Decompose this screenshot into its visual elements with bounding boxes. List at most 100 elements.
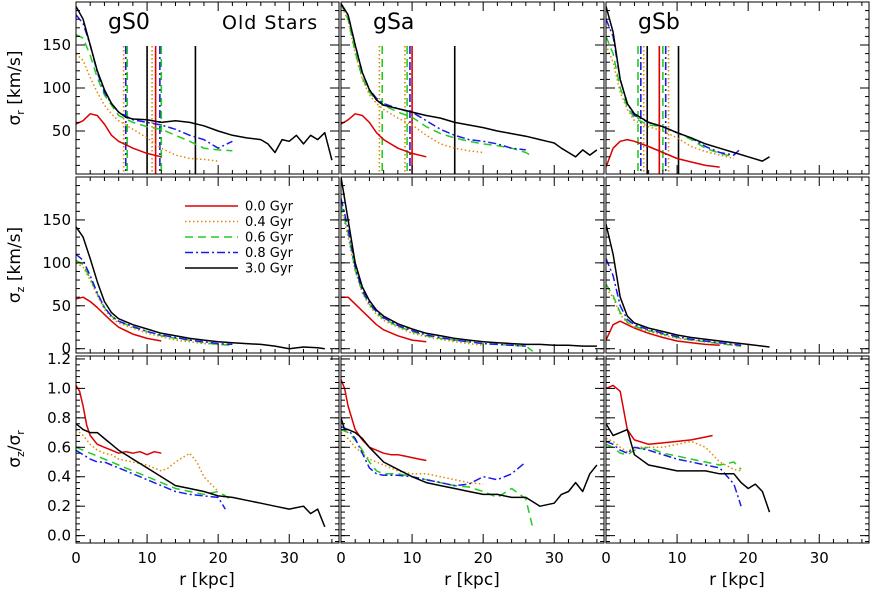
series-line-0-6-Gyr: [341, 204, 534, 352]
series-line-0-4-Gyr: [76, 53, 219, 162]
legend-label: 0.6 Gyr: [245, 231, 294, 246]
y-tick-label: 50: [52, 297, 71, 315]
x-tick-label: 10: [668, 549, 687, 567]
y-tick-label: 0: [61, 340, 71, 358]
series-line-0-4-Gyr: [76, 429, 219, 493]
plot-area: [606, 384, 771, 513]
series-line-0-8-Gyr: [341, 198, 526, 347]
series-line-3-0-Gyr: [606, 423, 771, 513]
y-tick-label: 0.4: [47, 468, 71, 486]
y-tick-label: 150: [42, 36, 71, 54]
y-tick-label: 0.6: [47, 438, 71, 456]
y-tick-label: 1.0: [47, 379, 71, 397]
x-axis-label: r [kpc]: [709, 570, 765, 590]
panel-frame: [340, 176, 605, 354]
panel-frame: [340, 355, 605, 544]
plot-area: [606, 6, 770, 174]
x-tick-label: 0: [601, 549, 611, 567]
series-line-0-0-Gyr: [341, 379, 427, 462]
series-line-0-0-Gyr: [341, 296, 427, 343]
panel-gSb-row1: gSb: [605, 1, 870, 175]
plot-area: [76, 385, 326, 528]
x-tick-label: 10: [403, 549, 422, 567]
plot-area: [341, 379, 598, 529]
legend-label: 0.4 Gyr: [245, 215, 294, 230]
y-tick-label: 150: [42, 211, 71, 229]
y-tick-label: 50: [52, 122, 71, 140]
series-line-0-6-Gyr: [606, 283, 742, 347]
y-axis-label-unit: [km/s]: [5, 51, 25, 111]
panel-gSa-row2: [340, 176, 605, 354]
series-line-0-6-Gyr: [341, 3, 534, 158]
panel-gSb-row2: [605, 176, 870, 354]
series-line-0-0-Gyr: [606, 138, 720, 168]
series-line-0-6-Gyr: [606, 443, 742, 470]
panel-frame: [605, 355, 870, 544]
series-line-0-6-Gyr: [76, 446, 233, 501]
series-line-0-8-Gyr: [606, 440, 742, 507]
series-line-0-6-Gyr: [341, 428, 534, 529]
panel-gS0-row2: 0 50 100 150: [42, 176, 340, 358]
legend-item: 0.6 Gyr: [185, 231, 294, 246]
panel-gS0-row1: 50 100 150 gS0: [42, 1, 340, 175]
series-line-3-0-Gyr: [606, 224, 770, 348]
plot-area: [341, 3, 598, 174]
series-line-3-0-Gyr: [341, 417, 598, 507]
x-tick-label: 20: [209, 549, 228, 567]
panel-gSa-row3: 0 10 20 30: [336, 355, 605, 567]
series-line-3-0-Gyr: [606, 6, 770, 162]
panel-frame: [75, 176, 340, 354]
panel-gS0-row3: 0 10 20 30 0.0 0.2 0.4 0.6 0.8 1.0 1.2: [47, 350, 340, 567]
series-line-0-4-Gyr: [606, 288, 742, 347]
series-line-0-8-Gyr: [341, 3, 526, 151]
plot-area: [76, 5, 333, 174]
panel-frame: [605, 176, 870, 354]
y-axis-label-symbol: σ: [5, 114, 25, 125]
y-tick-label: 100: [42, 79, 71, 97]
legend-item: 0.8 Gyr: [185, 246, 294, 261]
y-axis-label-subscript: z: [14, 451, 27, 457]
series-line-0-6-Gyr: [76, 34, 233, 152]
series-line-0-0-Gyr: [606, 384, 713, 446]
y-axis-label: σz/σr: [5, 430, 27, 468]
legend-label: 3.0 Gyr: [245, 262, 294, 277]
y-tick-label: 1.2: [47, 350, 71, 368]
series-line-0-8-Gyr: [76, 449, 226, 510]
series-line-0-8-Gyr: [341, 426, 527, 487]
plot-area: [76, 226, 325, 350]
panel-title: gSb: [638, 10, 680, 35]
legend-item: 0.0 Gyr: [185, 200, 294, 215]
series-line-0-6-Gyr: [606, 36, 735, 158]
y-axis-label-subscript: z: [14, 286, 27, 292]
x-tick-label: 10: [138, 549, 157, 567]
series-line-0-0-Gyr: [76, 113, 162, 158]
series-line-0-4-Gyr: [606, 44, 735, 160]
y-axis-label-symbol: σ: [5, 457, 25, 468]
series-line-0-0-Gyr: [341, 113, 427, 158]
x-axis-label: r [kpc]: [444, 570, 500, 590]
series-line-0-8-Gyr: [606, 258, 742, 347]
series-line-3-0-Gyr: [341, 177, 597, 347]
series-line-3-0-Gyr: [341, 3, 598, 158]
x-tick-label: 0: [336, 549, 346, 567]
series-line-0-8-Gyr: [76, 253, 233, 346]
y-axis-label-ratio: /σ: [5, 435, 25, 452]
x-tick-label: 0: [71, 549, 81, 567]
x-axis-label: r [kpc]: [179, 570, 235, 590]
panel-gSa-row1: gSa: [340, 1, 605, 175]
series-line-0-8-Gyr: [606, 18, 742, 156]
series-line-0-0-Gyr: [76, 296, 162, 342]
x-tick-label: 20: [739, 549, 758, 567]
plot-area: [341, 177, 597, 352]
y-tick-label: 0.0: [47, 527, 71, 545]
x-tick-label: 30: [810, 549, 829, 567]
series-line-0-4-Gyr: [606, 437, 742, 472]
legend-item: 3.0 Gyr: [185, 262, 294, 277]
legend-item: 0.4 Gyr: [185, 215, 294, 230]
series-line-3-0-Gyr: [76, 5, 333, 161]
panel-title: gS0: [108, 10, 150, 35]
legend-label: 0.8 Gyr: [245, 246, 294, 261]
x-tick-label: 30: [545, 549, 564, 567]
